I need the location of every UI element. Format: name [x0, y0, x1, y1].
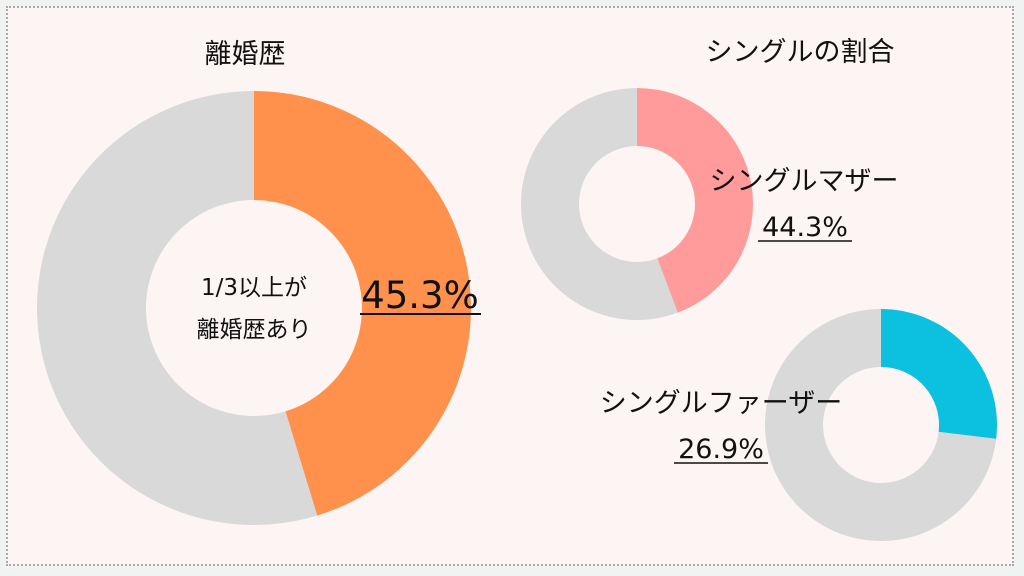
- single-father-label: シングルファーザー: [600, 388, 842, 419]
- divorce-value-label: 45.3%: [361, 274, 479, 317]
- divorce-slice-1: [37, 91, 318, 526]
- divorce-donut: 離婚歴 1/3以上が 離婚歴あり 45.3%: [37, 39, 481, 526]
- divorce-center-line-1: 1/3以上が: [201, 275, 307, 301]
- single-father-slice-0: [881, 309, 997, 439]
- single-mother-slice-1: [520, 88, 678, 320]
- single-father-slice-1: [764, 309, 997, 541]
- divorce-donut-slices: [37, 91, 472, 526]
- single-mother-label: シングルマザー: [710, 166, 899, 197]
- single-father-donut-slices: [764, 309, 997, 541]
- divorce-center-line-2: 離婚歴あり: [197, 317, 312, 343]
- divorce-slice-0: [254, 91, 472, 516]
- single-father-value-label: 26.9%: [678, 434, 764, 465]
- single-father-donut: シングルファーザー 26.9%: [600, 309, 997, 541]
- single-mother-slice-0: [637, 88, 753, 313]
- single-mother-donut: シングルマザー 44.3%: [520, 88, 899, 320]
- single-mother-donut-slices: [520, 88, 753, 320]
- single-ratio-title: シングルの割合: [706, 37, 895, 68]
- single-mother-value-label: 44.3%: [762, 212, 848, 243]
- divorce-chart-title: 離婚歴: [205, 39, 286, 70]
